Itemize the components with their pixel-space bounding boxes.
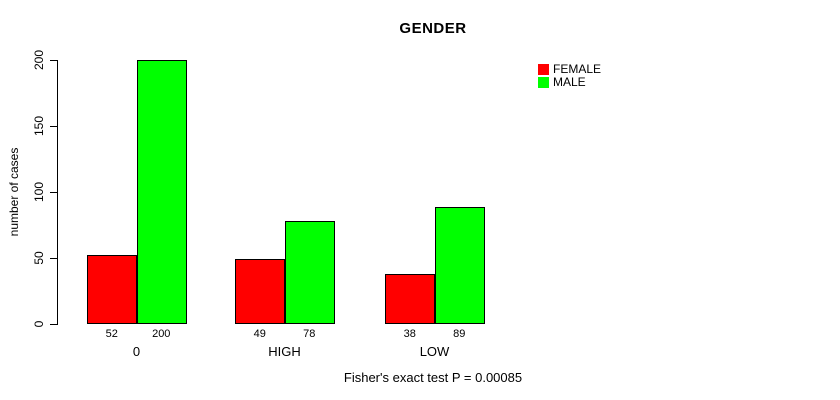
legend-item-female: FEMALE (538, 63, 601, 76)
bar-male-low (435, 207, 485, 324)
y-axis-tick (50, 60, 57, 61)
y-axis-line (57, 60, 58, 325)
bar-value-label: 52 (105, 328, 118, 340)
legend: FEMALE MALE (538, 63, 601, 89)
y-tick-label: 150 (32, 115, 46, 137)
y-tick-label: 100 (32, 181, 46, 203)
y-axis-tick (50, 192, 57, 193)
y-axis-tick (50, 126, 57, 127)
bar-value-label: 78 (303, 328, 316, 340)
bar-male-0 (137, 60, 187, 324)
y-tick-label: 0 (32, 320, 46, 328)
male-color-swatch (538, 77, 549, 88)
bar-female-0 (87, 255, 137, 324)
y-axis-title: number of cases (7, 147, 21, 237)
y-axis-tick (50, 258, 57, 259)
bar-value-label: 38 (403, 328, 416, 340)
x-category-label: LOW (419, 344, 450, 359)
female-color-swatch (538, 64, 549, 75)
legend-label-female: FEMALE (553, 62, 602, 76)
x-category-label: HIGH (268, 344, 301, 359)
bar-female-low (385, 274, 435, 324)
bar-female-high (235, 259, 285, 324)
bar-value-label: 89 (453, 328, 466, 340)
bar-value-label: 200 (152, 328, 171, 340)
chart-title: GENDER (399, 20, 467, 37)
legend-item-male: MALE (538, 76, 601, 89)
bar-male-high (285, 221, 335, 324)
x-category-label: 0 (132, 344, 141, 359)
bar-value-label: 49 (253, 328, 266, 340)
y-tick-label: 50 (32, 251, 46, 265)
y-tick-label: 200 (32, 49, 46, 71)
legend-label-male: MALE (553, 75, 586, 89)
y-axis-tick (50, 324, 57, 325)
stats-annotation: Fisher's exact test P = 0.00085 (343, 370, 523, 385)
